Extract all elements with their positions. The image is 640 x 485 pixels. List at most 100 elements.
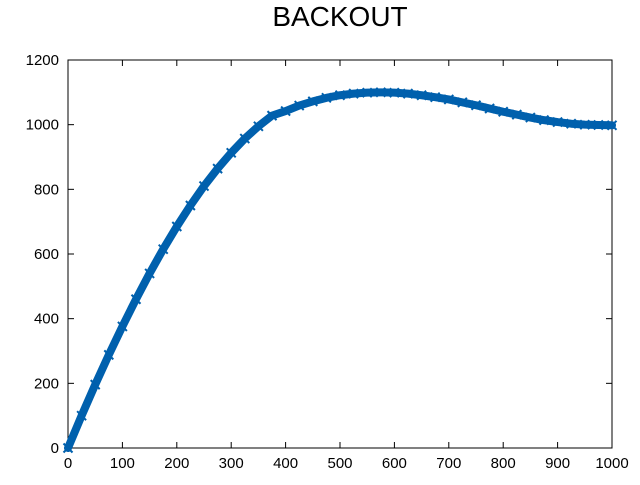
- data-point-stroke-b: [606, 120, 618, 131]
- data-point-stroke-b: [470, 100, 482, 111]
- data-point-stroke-b: [579, 119, 591, 130]
- data-point-stroke-b: [552, 116, 563, 128]
- data-point: [593, 119, 604, 131]
- data-point-stroke-b: [429, 91, 441, 103]
- y-tick-label: 200: [34, 375, 59, 392]
- data-point: [416, 90, 427, 101]
- data-point-stroke-b: [185, 200, 196, 211]
- data-point-stroke-b: [402, 88, 414, 99]
- y-tick-label: 400: [34, 311, 59, 328]
- data-point-stroke-b: [266, 110, 278, 121]
- data-point: [470, 100, 482, 111]
- data-point: [579, 119, 591, 130]
- data-point: [429, 91, 441, 103]
- data-point-stroke-b: [144, 268, 155, 279]
- data-point-stroke-b: [76, 410, 87, 421]
- data-point: [525, 112, 536, 123]
- y-tick-label: 1000: [26, 117, 59, 134]
- data-point-stroke-b: [511, 109, 523, 120]
- x-tick-label: 1000: [595, 455, 628, 472]
- data-point: [225, 147, 237, 159]
- data-point-stroke-b: [334, 90, 346, 101]
- data-point: [497, 106, 509, 117]
- data-point: [334, 90, 346, 101]
- ticks: 0 100 200 300 400 500 600 700 800 900 1000 0 200 400 6…: [26, 52, 629, 472]
- data-point-stroke-b: [375, 87, 387, 98]
- data-point-stroke-b: [565, 118, 577, 129]
- data-point: [511, 109, 523, 120]
- chart-title: BACKOUT: [272, 1, 407, 32]
- data-point: [361, 87, 373, 98]
- data-point-stroke-b: [307, 96, 319, 107]
- data-point: [443, 94, 455, 105]
- data-point: [253, 121, 264, 132]
- data-point-stroke-b: [89, 379, 101, 390]
- data-point-stroke-b: [389, 87, 400, 98]
- data-point: [103, 349, 115, 361]
- data-point-stroke-b: [484, 103, 495, 114]
- x-tick-label: 100: [110, 455, 135, 472]
- y-tick-label: 600: [34, 246, 59, 263]
- x-tick-label: 0: [64, 455, 72, 472]
- x-tick-label: 700: [436, 455, 461, 472]
- data-point-stroke-b: [497, 106, 509, 117]
- data-point: [348, 88, 359, 99]
- data-point-stroke-b: [198, 180, 210, 192]
- data-point: [402, 88, 414, 99]
- data-point-stroke-b: [212, 163, 223, 174]
- y-tick-label: 1200: [26, 52, 59, 69]
- x-tick-label: 800: [491, 455, 516, 472]
- data-point-stroke-b: [293, 100, 305, 111]
- y-tick-label: 0: [51, 440, 59, 457]
- data-point: [239, 133, 251, 144]
- data-point-stroke-b: [130, 294, 142, 305]
- x-tick-label: 400: [273, 455, 298, 472]
- data-point-stroke-b: [321, 92, 332, 104]
- data-point-stroke-b: [457, 97, 468, 108]
- data-point-stroke-b: [280, 105, 291, 117]
- data-point-stroke-b: [225, 147, 237, 159]
- data-point: [76, 410, 87, 421]
- data-point: [484, 103, 495, 114]
- data-point: [171, 221, 183, 232]
- data-point: [89, 379, 101, 390]
- data-point: [375, 87, 387, 98]
- data-point-stroke-b: [593, 119, 604, 131]
- y-tick-label: 800: [34, 181, 59, 198]
- data-point: [198, 180, 210, 192]
- data-point: [321, 92, 332, 104]
- x-tick-label: 600: [382, 455, 407, 472]
- data-point: [130, 294, 142, 305]
- data-point-stroke-b: [361, 87, 373, 98]
- data-point: [157, 243, 169, 255]
- data-point: [538, 114, 550, 126]
- data-point: [266, 110, 278, 121]
- data-point-stroke-b: [538, 114, 550, 126]
- data-point-stroke-b: [253, 121, 264, 132]
- data-point-stroke-b: [416, 90, 427, 101]
- data-point: [144, 268, 155, 279]
- x-tick-label: 500: [327, 455, 352, 472]
- data-point: [185, 200, 196, 211]
- data-point: [389, 87, 400, 98]
- data-point-stroke-b: [348, 88, 359, 99]
- data-point-stroke-b: [171, 221, 183, 232]
- data-point-stroke-b: [443, 94, 455, 105]
- data-point-stroke-b: [117, 321, 128, 332]
- series-line: [64, 88, 616, 452]
- data-point: [62, 442, 74, 454]
- data-point-stroke-b: [103, 349, 115, 361]
- data-point-stroke-b: [239, 133, 251, 144]
- data-point: [457, 97, 468, 108]
- series: [62, 87, 618, 454]
- data-point-stroke-b: [62, 442, 74, 454]
- x-tick-label: 300: [219, 455, 244, 472]
- data-point: [552, 116, 563, 128]
- data-point: [293, 100, 305, 111]
- data-point-stroke-b: [157, 243, 169, 255]
- data-point: [117, 321, 128, 332]
- data-point: [280, 105, 291, 117]
- x-tick-label: 900: [545, 455, 570, 472]
